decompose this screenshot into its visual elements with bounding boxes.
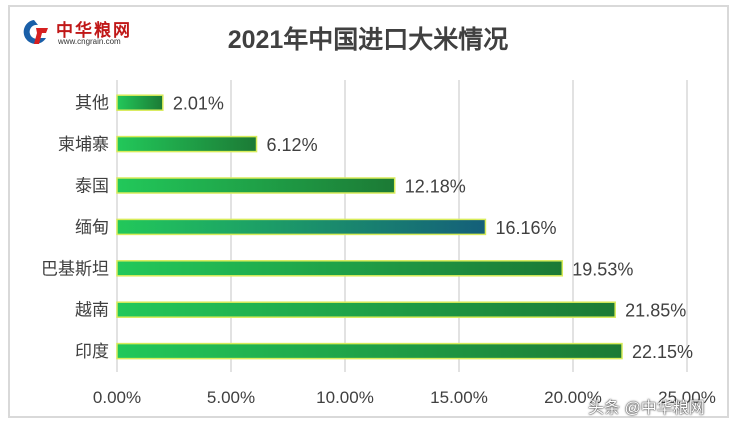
bar: [116, 94, 164, 111]
category-label: 缅甸: [75, 218, 109, 238]
x-tick-label: 10.00%: [316, 388, 374, 407]
bar: [116, 135, 258, 153]
data-label: 16.16%: [495, 218, 556, 238]
logo: 中华粮网 www.cngrain.com: [20, 16, 150, 53]
data-label: 21.85%: [625, 301, 686, 321]
category-label: 柬埔寨: [58, 135, 109, 155]
bar: [116, 342, 623, 360]
data-label: 2.01%: [173, 94, 224, 114]
watermark: 头条 @中华粮网: [588, 400, 705, 417]
chart-title: 2021年中国进口大米情况: [228, 25, 509, 54]
data-label: 6.12%: [267, 135, 318, 155]
data-label: 12.18%: [405, 177, 466, 197]
category-label: 越南: [75, 301, 109, 321]
x-tick-label: 15.00%: [430, 388, 488, 407]
category-label: 印度: [75, 342, 109, 362]
bar: [116, 177, 396, 194]
x-tick-label: 0.00%: [93, 388, 141, 407]
bar: [116, 301, 616, 318]
category-label: 泰国: [75, 177, 109, 197]
category-label: 巴基斯坦: [41, 259, 109, 279]
data-label: 19.53%: [572, 259, 633, 279]
x-tick-label: 20.00%: [544, 388, 602, 407]
logo-name: 中华粮网: [56, 21, 132, 40]
bar: [116, 260, 564, 277]
bar: [116, 218, 487, 236]
x-tick-label: 5.00%: [207, 388, 255, 407]
category-label: 其他: [75, 94, 109, 114]
data-label: 22.15%: [632, 342, 693, 362]
logo-url: www.cngrain.com: [58, 37, 121, 46]
x-tick-label: 25.00%: [658, 388, 716, 407]
